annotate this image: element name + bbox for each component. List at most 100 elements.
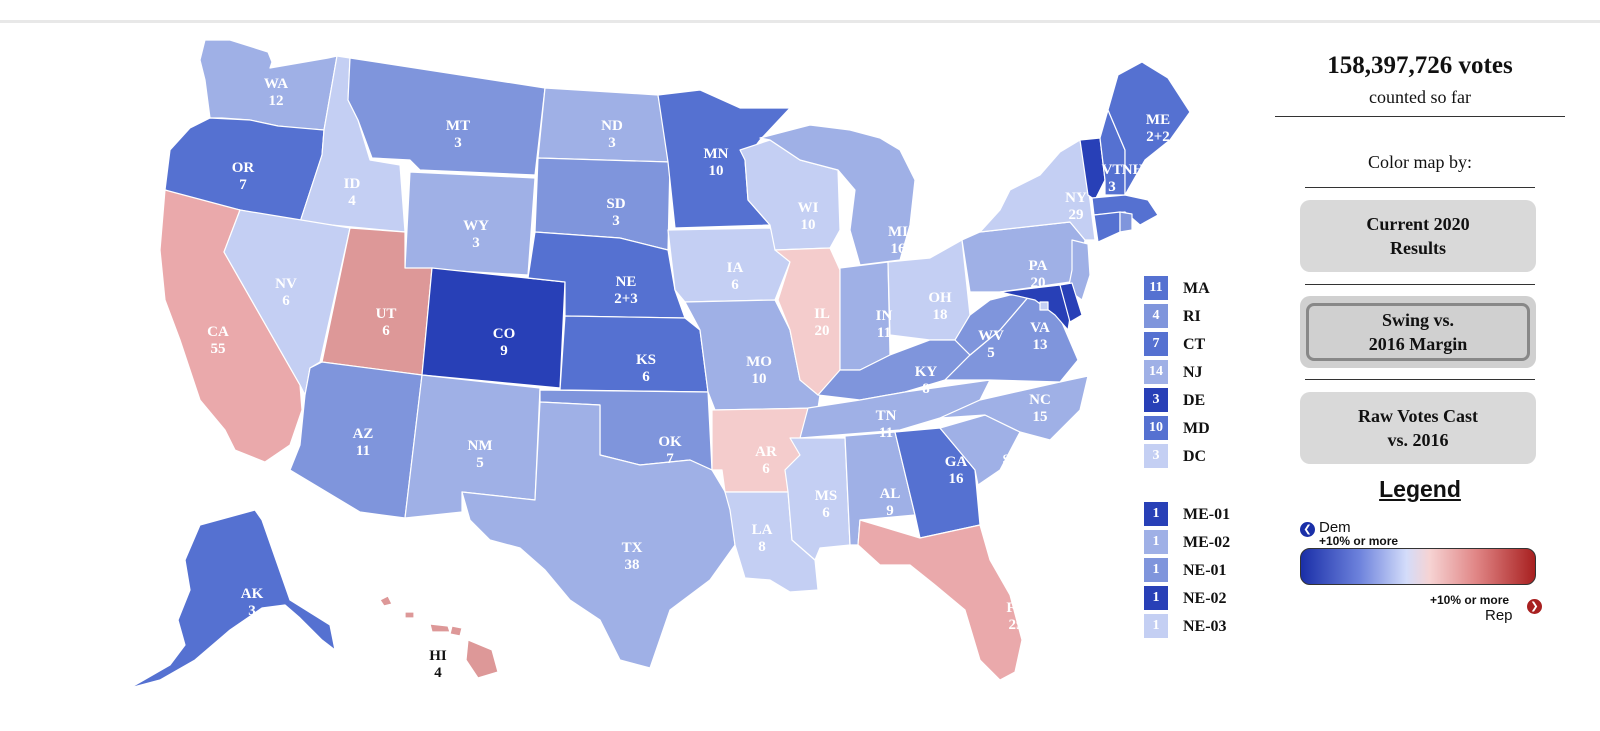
state-ev: 3 [454, 135, 462, 151]
state-ev: 9 [886, 503, 894, 519]
state-mt[interactable] [347, 57, 546, 176]
label-ne: NE 2+3 [614, 274, 638, 307]
label-ut: UT 6 [376, 306, 397, 339]
state-ev: 4 [348, 193, 356, 209]
state-tx[interactable] [461, 401, 736, 669]
label-ak: AK 3 [241, 586, 264, 619]
state-ev: 7 [239, 177, 247, 193]
state-abbr: VA [1030, 320, 1050, 336]
label-sc: SC 9 [1002, 452, 1021, 485]
state-abbr: OK [658, 434, 682, 450]
state-abbr: AL [880, 486, 901, 502]
state-dc[interactable] [1039, 301, 1049, 311]
state-abbr: NM [468, 438, 493, 454]
state-ev: 13 [1033, 337, 1048, 353]
state-ev: 6 [731, 277, 739, 293]
state-ev: 2+3 [614, 291, 638, 307]
state-ct[interactable] [1093, 211, 1121, 243]
state-abbr: GA [945, 454, 968, 470]
label-ks: KS 6 [636, 352, 656, 385]
label-sd: SD 3 [606, 196, 625, 229]
legend-gradient-bar [1300, 548, 1536, 585]
label-nv: NV 6 [275, 276, 297, 309]
small-state-swatch[interactable]: 14 [1144, 360, 1168, 384]
label-wy: WY 3 [463, 218, 489, 251]
district-swatch[interactable]: 1 [1144, 614, 1168, 638]
votes-total: 158,397,726 votes [1327, 52, 1513, 79]
state-ak[interactable] [129, 509, 336, 689]
small-state-swatch[interactable]: 11 [1144, 276, 1168, 300]
state-vt[interactable] [1079, 137, 1106, 201]
state-ev: 3 [248, 603, 256, 619]
swing-margin-button[interactable]: Swing vs. 2016 Margin [1300, 296, 1536, 368]
divider [1305, 187, 1535, 188]
state-abbr: MI [888, 224, 908, 240]
state-ks[interactable] [559, 315, 709, 393]
state-ev: 15 [1033, 409, 1048, 425]
label-la: LA 8 [752, 522, 773, 555]
state-abbr: UT [376, 306, 397, 322]
label-ca: CA 55 [207, 324, 229, 357]
district-swatch[interactable]: 1 [1144, 530, 1168, 554]
state-mi[interactable] [759, 124, 916, 266]
state-abbr: ID [344, 176, 361, 192]
current-results-button[interactable]: Current 2020 Results [1300, 200, 1536, 272]
state-ev: 9 [1008, 469, 1016, 485]
label-ok: OK 7 [658, 434, 682, 467]
state-abbr: AR [755, 444, 777, 460]
district-swatch[interactable]: 1 [1144, 586, 1168, 610]
small-state-swatch[interactable]: 7 [1144, 332, 1168, 356]
state-abbr: HI [429, 648, 447, 664]
small-state-swatch[interactable]: 3 [1144, 388, 1168, 412]
state-abbr: SD [606, 196, 625, 212]
small-state-swatch[interactable]: 10 [1144, 416, 1168, 440]
state-mo[interactable] [684, 299, 821, 411]
small-state-swatch[interactable]: 3 [1144, 444, 1168, 468]
state-abbr: MS [815, 488, 838, 504]
state-abbr: KY [915, 364, 938, 380]
label-pa: PA 20 [1029, 258, 1048, 291]
label-al: AL 9 [880, 486, 901, 519]
state-abbr: SC [1002, 452, 1021, 468]
state-abbr: CA [207, 324, 229, 340]
label-fl: FL 29 [1006, 600, 1025, 633]
state-ev: 6 [282, 293, 290, 309]
label-co: CO 9 [493, 326, 516, 359]
button-line: Current 2020 [1366, 214, 1470, 234]
state-abbr: AZ [353, 426, 374, 442]
label-oh: OH 18 [928, 290, 952, 323]
state-fl[interactable] [857, 519, 1023, 681]
state-nc[interactable] [939, 375, 1089, 441]
small-state-swatch[interactable]: 4 [1144, 304, 1168, 328]
state-ev: 5 [476, 455, 484, 471]
state-ev: 9 [500, 343, 508, 359]
legend-title: Legend [1379, 476, 1461, 502]
label-nh: NH 4 [1122, 162, 1145, 195]
raw-votes-button[interactable]: Raw Votes Cast vs. 2016 [1300, 392, 1536, 464]
district-label: NE-03 [1183, 618, 1227, 635]
district-label: NE-01 [1183, 562, 1227, 579]
state-hi[interactable] [379, 595, 499, 679]
label-wi: WI 10 [798, 200, 819, 233]
state-me[interactable] [1107, 61, 1191, 196]
district-swatch[interactable]: 1 [1144, 558, 1168, 582]
state-de[interactable] [1059, 282, 1083, 323]
state-ev: 11 [877, 325, 891, 341]
state-nj[interactable] [1067, 239, 1091, 301]
state-abbr: TN [876, 408, 897, 424]
label-ga: GA 16 [945, 454, 968, 487]
small-state-label: CT [1183, 336, 1206, 353]
state-abbr: WV [978, 328, 1004, 344]
district-swatch[interactable]: 1 [1144, 502, 1168, 526]
chevron-left-icon: ❮ [1300, 522, 1315, 537]
state-ev: 29 [1009, 617, 1024, 633]
label-wa: WA 12 [264, 76, 288, 109]
state-abbr: WI [798, 200, 819, 216]
state-abbr: ME [1146, 112, 1170, 128]
state-ev: 11 [356, 443, 370, 459]
state-ri[interactable] [1119, 211, 1133, 233]
label-az: AZ 11 [353, 426, 374, 459]
divider [1305, 379, 1535, 380]
state-ev: 6 [382, 323, 390, 339]
